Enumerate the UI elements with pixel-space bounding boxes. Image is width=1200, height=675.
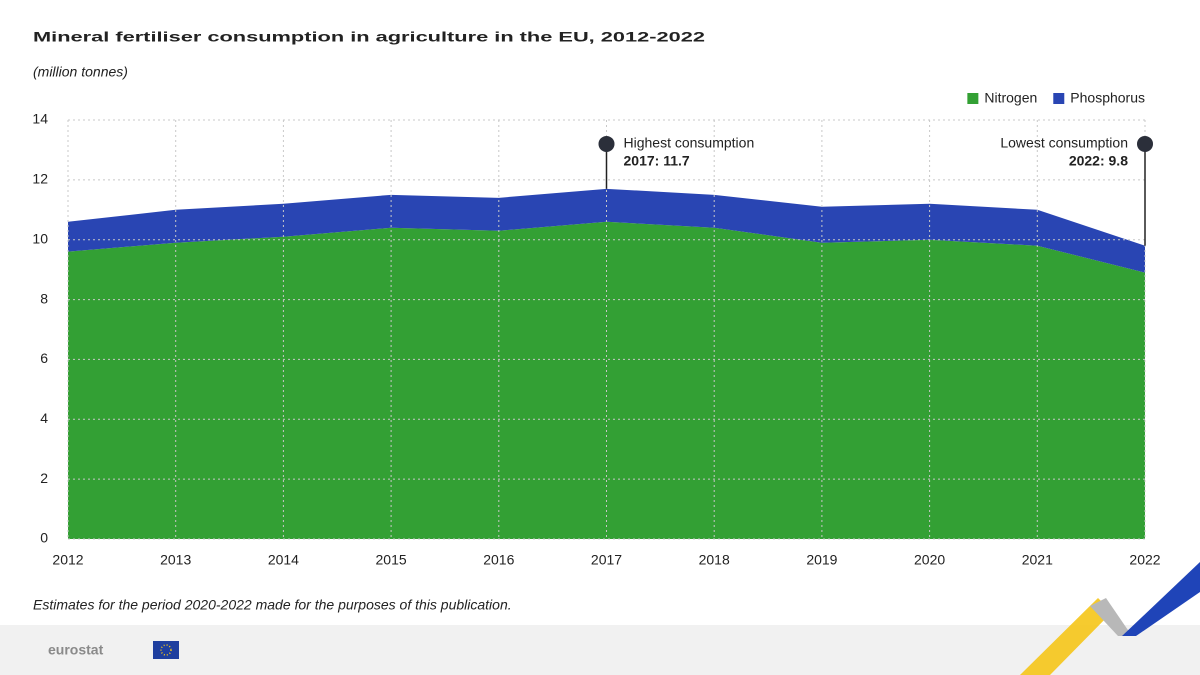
annotation-label: 2017: 11.7 — [624, 153, 690, 169]
x-tick-label: 2022 — [1129, 552, 1160, 568]
x-tick-label: 2016 — [483, 552, 514, 568]
chart-title: Mineral fertiliser consumption in agricu… — [33, 29, 705, 45]
x-tick-label: 2017 — [591, 552, 622, 568]
footer-band — [0, 625, 1200, 675]
legend-swatch — [967, 93, 979, 104]
annotation-dot — [1137, 135, 1153, 152]
legend-label: Nitrogen — [984, 90, 1037, 106]
annotation-label: 2022: 9.8 — [1069, 153, 1128, 169]
y-tick-label: 4 — [40, 410, 48, 426]
x-tick-label: 2015 — [376, 552, 407, 568]
eu-stars — [160, 644, 172, 656]
annotation-title: Lowest consumption — [1000, 135, 1128, 151]
y-tick-label: 10 — [32, 230, 48, 246]
source-logo: eurostat — [48, 642, 104, 658]
x-tick-label: 2019 — [806, 552, 837, 568]
y-tick-label: 6 — [40, 350, 48, 366]
x-tick-label: 2018 — [699, 552, 730, 568]
area — [68, 188, 1145, 273]
annotation-title: Highest consumption — [624, 135, 755, 151]
x-tick-label: 2014 — [268, 552, 299, 568]
x-tick-label: 2012 — [52, 552, 83, 568]
legend-swatch — [1053, 93, 1065, 104]
y-tick-label: 8 — [40, 290, 48, 306]
chart-subtitle: (million tonnes) — [33, 64, 128, 80]
ribbon-gray — [1090, 598, 1132, 636]
y-tick-label: 14 — [32, 111, 48, 127]
footnote: Estimates for the period 2020-2022 made … — [33, 597, 512, 613]
legend-label: Phosphorus — [1070, 90, 1145, 106]
y-tick-label: 12 — [32, 171, 48, 187]
ribbon-yellow — [1020, 598, 1112, 675]
x-tick-label: 2013 — [160, 552, 191, 568]
x-tick-label: 2021 — [1022, 552, 1053, 568]
y-tick-label: 2 — [40, 470, 48, 486]
y-tick-label: 0 — [40, 530, 48, 546]
eu-flag — [153, 641, 179, 659]
annotation-dot — [598, 135, 615, 152]
plot: 0 2 4 6 8 10 12 14 2012 2013 2014 2015 2016 2017 2018 2… — [32, 90, 1160, 568]
ribbon-blue — [1122, 562, 1200, 636]
x-tick-label: 2020 — [914, 552, 945, 568]
